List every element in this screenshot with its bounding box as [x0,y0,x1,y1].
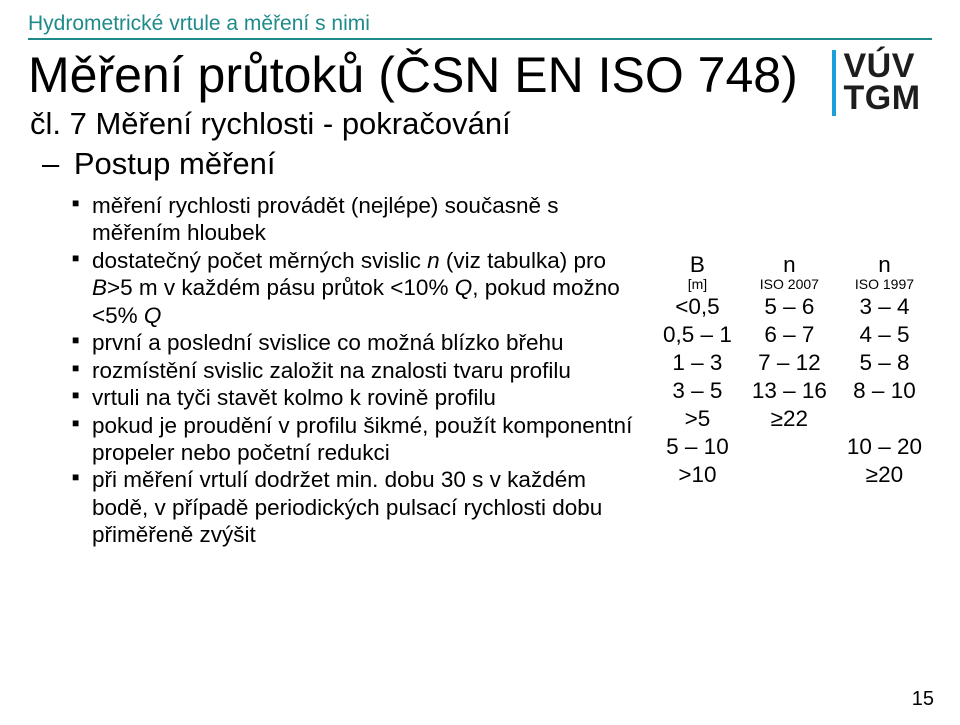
table-row: 0,5 – 16 – 74 – 5 [653,321,932,349]
cell [742,433,837,461]
cell: 13 – 16 [742,377,837,405]
table-body: <0,55 – 63 – 4 0,5 – 16 – 74 – 5 1 – 37 … [653,293,932,489]
logo: VÚV TGM [832,50,932,116]
cell: 4 – 5 [837,321,932,349]
cell: 6 – 7 [742,321,837,349]
logo-bar [832,50,836,116]
list-item: pokud je proudění v profilu šikmé, použí… [72,412,645,467]
bullet-text: vrtuli na tyči stavět kolmo k rovině pro… [92,385,496,410]
col-header-B: B[m] [653,252,742,293]
bullet-text: měření rychlosti provádět (nejlépe) souč… [92,193,558,245]
title-main: Měření průtoků [28,47,364,103]
cell: 8 – 10 [837,377,932,405]
list-item: vrtuli na tyči stavět kolmo k rovině pro… [72,384,645,411]
cell [742,461,837,489]
bullet-list: měření rychlosti provádět (nejlépe) souč… [72,192,645,549]
subtitle-rest: pokračování [342,106,511,141]
cell: ≥20 [837,461,932,489]
data-table-wrap: B[m] nISO 2007 nISO 1997 <0,55 – 63 – 4 … [653,252,932,549]
subtitle-prefix: čl. 7 Měření rychlosti - [30,106,342,141]
table-row: 3 – 513 – 168 – 10 [653,377,932,405]
list-item: rozmístění svislic založit na znalosti t… [72,357,645,384]
subtitle-line2: Postup měření [74,146,276,181]
cell: 1 – 3 [653,349,742,377]
cell: 5 – 6 [742,293,837,321]
bullet-text: při měření vrtulí dodržet min. dobu 30 s… [92,467,602,547]
col-header-n1997: nISO 1997 [837,252,932,293]
page-title: Měření průtoků (ČSN EN ISO 748) [28,46,798,104]
table-header-row: B[m] nISO 2007 nISO 1997 [653,252,932,293]
cell: 5 – 8 [837,349,932,377]
col-header-n2007: nISO 2007 [742,252,837,293]
bullet-text-em: Q [455,275,473,300]
logo-line2: TGM [844,82,921,114]
bullet-text: první a poslední svislice co možná blízk… [92,330,564,355]
logo-line1: VÚV [844,50,921,82]
list-item: měření rychlosti provádět (nejlépe) souč… [72,192,645,247]
bullet-text: (viz tabulka) pro [440,248,606,273]
cell: 0,5 – 1 [653,321,742,349]
data-table: B[m] nISO 2007 nISO 1997 <0,55 – 63 – 4 … [653,252,932,489]
title-paren: (ČSN EN ISO 748) [378,47,798,103]
bullet-text: rozmístění svislic založit na znalosti t… [92,358,571,383]
bullet-text-em: B [92,275,107,300]
table-row: 1 – 37 – 125 – 8 [653,349,932,377]
bullet-text-em: Q [144,303,162,328]
cell: 5 – 10 [653,433,742,461]
page-number: 15 [912,688,934,711]
list-item: první a poslední svislice co možná blízk… [72,329,645,356]
bullet-text: >5 m v každém pásu průtok <10% [107,275,455,300]
cell: >5 [653,405,742,433]
list-item: dostatečný počet měrných svislic n (viz … [72,247,645,329]
cell: 3 – 5 [653,377,742,405]
table-row: <0,55 – 63 – 4 [653,293,932,321]
table-row: >10 ≥20 [653,461,932,489]
bullet-text-em: n [427,248,440,273]
list-item: při měření vrtulí dodržet min. dobu 30 s… [72,466,645,548]
subtitle-line1: čl. 7 Měření rychlosti - pokračování [30,106,798,142]
header-rule [28,38,932,40]
dash: – [42,146,59,181]
cell: >10 [653,461,742,489]
cell: 7 – 12 [742,349,837,377]
header-topbar: Hydrometrické vrtule a měření s nimi [28,12,932,36]
subtitle-line2-row: – Postup měření [42,146,798,182]
table-row: 5 – 10 10 – 20 [653,433,932,461]
cell: <0,5 [653,293,742,321]
bullet-text: dostatečný počet měrných svislic [92,248,427,273]
table-row: >5≥22 [653,405,932,433]
cell [837,405,932,433]
cell: 3 – 4 [837,293,932,321]
cell: 10 – 20 [837,433,932,461]
bullet-text: pokud je proudění v profilu šikmé, použí… [92,413,632,465]
cell: ≥22 [742,405,837,433]
